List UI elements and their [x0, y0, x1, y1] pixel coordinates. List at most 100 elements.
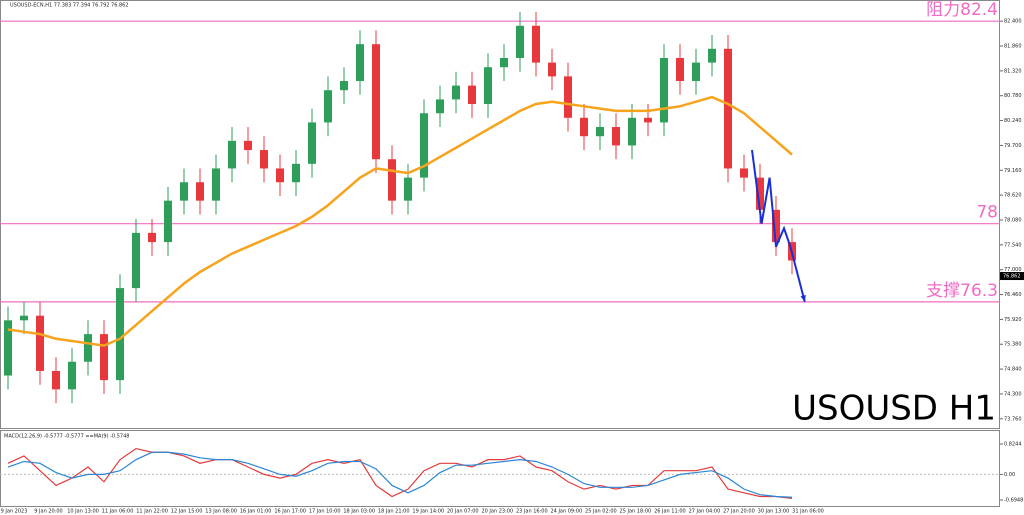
candle-body	[132, 232, 140, 289]
macd-tick-label: 0.8244	[1004, 442, 1022, 448]
candle-body	[420, 113, 428, 178]
y-tick-label: 74.300	[1004, 391, 1022, 397]
y-tick-label: 79.700	[1004, 143, 1022, 149]
candle-body	[468, 85, 476, 105]
y-tick-label: 77.540	[1004, 242, 1022, 248]
x-tick-label: 30 Jan 13:00	[758, 509, 790, 515]
y-tick-label: 73.760	[1004, 416, 1022, 422]
y-tick-label: 80.780	[1004, 93, 1022, 99]
macd-line	[7, 447, 793, 499]
candle-body	[372, 44, 380, 160]
x-tick-label: 25 Jan 02:00	[585, 509, 617, 515]
y-tick-label: 78.620	[1004, 193, 1022, 199]
candle-body	[724, 48, 732, 169]
moving-average	[7, 95, 793, 347]
candle-body	[180, 182, 188, 201]
header: USOUSD-ECN,H1 77.383 77.394 76.792 76.86…	[10, 3, 129, 9]
last-price-label: 76.862	[1003, 274, 1021, 280]
candle-body	[660, 57, 668, 123]
candle-body	[196, 182, 204, 201]
candle-body	[276, 168, 284, 183]
x-tick-label: 16 Jan 01:00	[240, 509, 272, 515]
candle-body	[100, 334, 108, 381]
x-tick-label: 18 Jan 03:00	[343, 509, 375, 515]
candle-body	[356, 44, 364, 81]
macd-tick-label: 0.00	[1004, 472, 1015, 478]
x-tick-label: 25 Jan 18:00	[620, 509, 652, 515]
candle-body	[292, 163, 300, 183]
x-tick-label: 23 Jan 16:00	[516, 509, 548, 515]
candle-body	[708, 48, 716, 63]
candle-body	[340, 80, 348, 91]
candle-body	[244, 140, 252, 151]
y-tick-label: 74.840	[1004, 367, 1022, 373]
x-tick-label: 27 Jan 04:00	[689, 509, 721, 515]
candle-body	[84, 334, 92, 362]
x-tick-label: 10 Jan 13:00	[67, 509, 99, 515]
y-tick-label: 82.400	[1004, 19, 1022, 25]
macd-title: MACD(12,26,9) -0.5777 -0.5777 ==MA(9) -0…	[4, 434, 129, 440]
candle-body	[612, 127, 620, 146]
watermark: USOUSD H1	[792, 389, 996, 429]
level-label: 支撑76.3	[926, 281, 998, 301]
y-tick-label: 75.920	[1004, 317, 1022, 323]
price-panel	[0, 0, 1000, 429]
y-tick-label: 76.460	[1004, 292, 1022, 298]
x-tick-label: 12 Jan 15:00	[171, 509, 203, 515]
candle-body	[436, 99, 444, 114]
candle-body	[148, 232, 156, 243]
candle-body	[20, 315, 28, 321]
forecast-arrow	[751, 149, 806, 303]
x-tick-label: 11 Jan 06:00	[102, 509, 134, 515]
y-tick-label: 79.160	[1004, 168, 1022, 174]
candle-body	[772, 209, 780, 243]
candle-body	[452, 85, 460, 100]
last-price-box	[1000, 272, 1024, 281]
arrow-head	[800, 294, 806, 302]
candle-body	[308, 122, 316, 164]
candle-body	[532, 25, 540, 63]
candle-body	[228, 140, 236, 169]
candle-body	[4, 320, 12, 376]
candle-body	[516, 25, 524, 58]
candle-body	[756, 177, 764, 210]
candle-body	[388, 159, 396, 201]
candle-body	[52, 370, 60, 390]
candle-body	[628, 117, 636, 146]
x-tick-label: 13 Jan 08:00	[205, 509, 237, 515]
level-label: 78	[976, 203, 998, 223]
x-tick-label: 11 Jan 22:00	[136, 509, 168, 515]
candle-body	[644, 117, 652, 123]
candle-body	[580, 117, 588, 137]
y-tick-label: 81.320	[1004, 68, 1022, 74]
candle-body	[548, 62, 556, 77]
candle-body	[36, 315, 44, 371]
candle-body	[564, 76, 572, 118]
y-tick-label: 78.080	[1004, 217, 1022, 223]
macd-line	[7, 451, 793, 498]
macd-panel	[0, 430, 1000, 507]
y-tick-label: 80.240	[1004, 118, 1022, 124]
x-tick-label: 20 Jan 07:00	[447, 509, 479, 515]
x-tick-label: 27 Jan 20:00	[723, 509, 755, 515]
y-tick-label: 77.000	[1004, 267, 1022, 273]
candle-body	[692, 62, 700, 81]
candle-body	[116, 288, 124, 381]
candle-body	[260, 150, 268, 169]
candle-body	[484, 67, 492, 105]
macd-tick-label: -0.6948	[1004, 498, 1023, 504]
candle-body	[596, 127, 604, 137]
y-tick-label: 75.380	[1004, 342, 1022, 348]
candle-body	[212, 168, 220, 201]
x-tick-label: 31 Jan 06:00	[792, 509, 824, 515]
y-tick-label: 81.860	[1004, 44, 1022, 50]
x-tick-label: 26 Jan 11:00	[654, 509, 686, 515]
x-tick-label: 24 Jan 09:00	[551, 509, 583, 515]
x-tick-label: 9 Jan 20:00	[34, 509, 62, 515]
candle-body	[404, 177, 412, 201]
x-tick-label: 9 Jan 2023	[1, 509, 28, 515]
candle-body	[500, 57, 508, 68]
x-tick-label: 20 Jan 23:00	[481, 509, 513, 515]
candle-body	[324, 90, 332, 123]
